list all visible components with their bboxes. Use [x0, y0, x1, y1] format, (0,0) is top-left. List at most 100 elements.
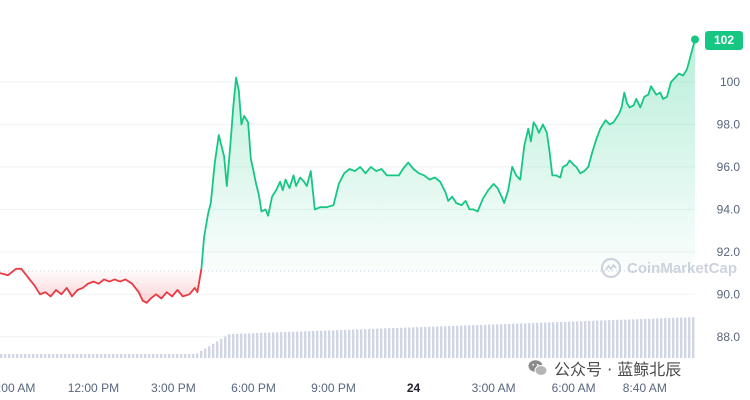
volume-bar	[196, 353, 199, 358]
volume-bar	[184, 354, 187, 358]
y-tick-label: 96.0	[717, 160, 741, 174]
volume-bar	[32, 354, 35, 358]
volume-bar	[128, 354, 131, 358]
volume-bar	[680, 317, 683, 358]
volume-bar	[588, 320, 591, 358]
volume-bar	[48, 354, 51, 358]
volume-bar	[76, 354, 79, 358]
volume-bar	[320, 330, 323, 358]
volume-bar	[540, 322, 543, 358]
volume-bar	[252, 333, 255, 358]
volume-bar	[248, 333, 251, 358]
volume-bar	[244, 333, 247, 358]
volume-bar	[56, 354, 59, 358]
volume-bar	[140, 354, 143, 358]
volume-bar	[160, 354, 163, 358]
volume-bar	[96, 354, 99, 358]
y-tick-label: 88.0	[717, 330, 741, 344]
volume-bar	[612, 320, 615, 358]
volume-bar	[400, 327, 403, 358]
volume-bar	[288, 331, 291, 358]
volume-bar	[548, 322, 551, 358]
volume-bar	[112, 354, 115, 358]
volume-bar	[312, 331, 315, 358]
volume-bar	[616, 319, 619, 358]
y-tick-label: 98.0	[717, 117, 741, 131]
volume-bar	[84, 354, 87, 358]
volume-bar	[512, 323, 515, 358]
volume-bar	[492, 324, 495, 358]
volume-bar	[328, 330, 331, 358]
volume-bar	[348, 329, 351, 358]
volume-bar	[104, 354, 107, 358]
volume-bar	[624, 319, 627, 358]
volume-bar	[276, 332, 279, 358]
volume-bar	[536, 322, 539, 358]
volume-bar	[364, 329, 367, 358]
volume-bar	[688, 317, 691, 358]
volume-bar	[488, 324, 491, 358]
volume-bar	[524, 323, 527, 358]
x-tick-label: 9:00 AM	[0, 381, 35, 395]
volume-bar	[640, 319, 643, 358]
volume-bar	[24, 354, 27, 358]
volume-bar	[664, 318, 667, 358]
volume-bar	[420, 327, 423, 358]
coinmarketcap-watermark: CoinMarketCap	[600, 256, 737, 280]
volume-bar	[668, 317, 671, 358]
volume-bar	[628, 319, 631, 358]
x-tick-label: 6:00 PM	[231, 381, 276, 395]
volume-bar	[484, 324, 487, 358]
volume-bar	[528, 323, 531, 358]
volume-bar	[620, 319, 623, 358]
volume-bar	[88, 354, 91, 358]
volume-bar	[36, 354, 39, 358]
volume-bar	[600, 320, 603, 358]
volume-bar	[308, 331, 311, 358]
volume-bar	[264, 332, 267, 358]
x-tick-label: 3:00 AM	[472, 381, 516, 395]
volume-bar	[456, 325, 459, 358]
volume-bar	[576, 321, 579, 358]
x-tick-label: 9:00 PM	[311, 381, 356, 395]
volume-bar	[164, 354, 167, 358]
volume-bar	[572, 321, 575, 358]
x-tick-label: 24	[407, 381, 421, 395]
volume-bar	[432, 326, 435, 358]
volume-bar	[636, 319, 639, 358]
volume-bar	[544, 322, 547, 358]
volume-bar	[100, 354, 103, 358]
volume-bar	[268, 332, 271, 358]
volume-bar	[108, 354, 111, 358]
wechat-icon	[528, 360, 548, 376]
volume-bar	[356, 329, 359, 358]
volume-bar	[272, 332, 275, 358]
volume-bar	[120, 354, 123, 358]
volume-bar	[508, 323, 511, 358]
volume-bar	[380, 328, 383, 358]
volume-bar	[284, 332, 287, 358]
volume-bar	[92, 354, 95, 358]
watermark-text: CoinMarketCap	[627, 259, 738, 277]
volume-bar	[464, 325, 467, 358]
volume-bar	[300, 331, 303, 358]
volume-bar	[440, 326, 443, 358]
volume-bar	[568, 321, 571, 358]
volume-bar	[52, 354, 55, 358]
volume-bar	[180, 354, 183, 358]
volume-bar	[560, 321, 563, 358]
volume-bar	[352, 329, 355, 358]
volume-bar	[648, 318, 651, 358]
volume-bar	[376, 328, 379, 358]
volume-bar	[444, 326, 447, 358]
volume-bar	[60, 354, 63, 358]
volume-bar	[192, 354, 195, 358]
y-tick-label: 90.0	[717, 287, 741, 301]
volume-bar	[460, 325, 463, 358]
volume-bar	[436, 326, 439, 358]
volume-bar	[68, 354, 71, 358]
volume-bar	[656, 318, 659, 358]
volume-bar	[260, 332, 263, 358]
volume-bar	[388, 328, 391, 358]
volume-bar	[144, 354, 147, 358]
